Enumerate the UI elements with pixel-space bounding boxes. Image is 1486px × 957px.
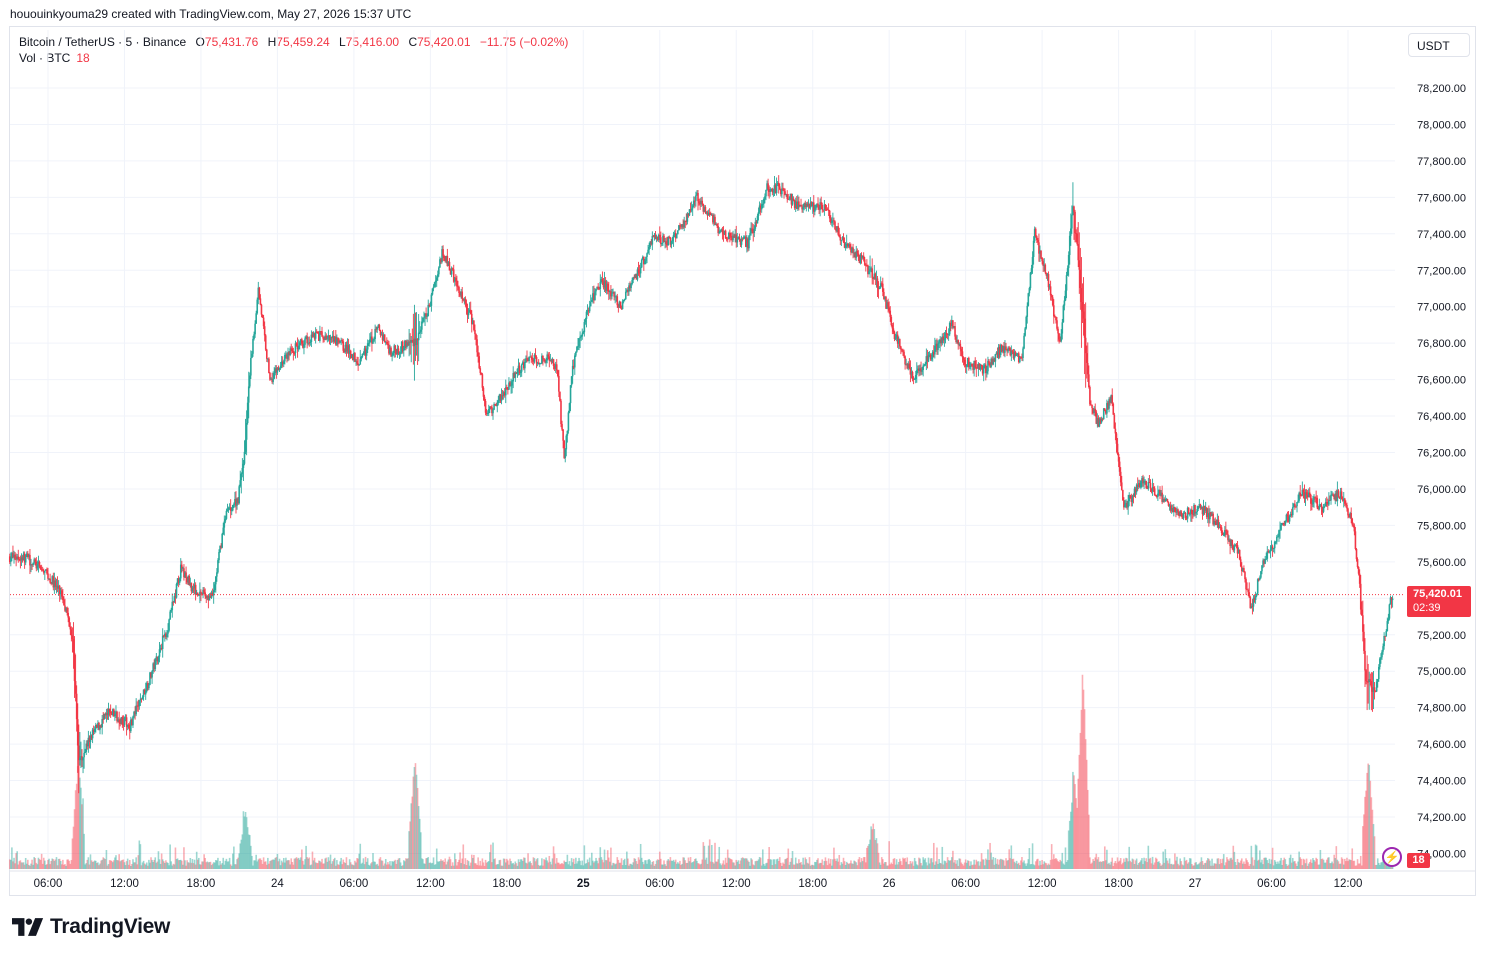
volume-label[interactable]: Vol · BTC — [19, 51, 71, 65]
open-value: 75,431.76 — [204, 35, 259, 49]
symbol-legend: Bitcoin / TetherUS · 5 · Binance O75,431… — [19, 34, 568, 50]
brand-name: TradingView — [50, 915, 171, 938]
bar-countdown: 02:39 — [1413, 602, 1441, 614]
brand-logo[interactable]: TradingView — [12, 915, 170, 939]
high-value: 75,459.24 — [276, 35, 330, 49]
open-label: O — [195, 35, 205, 49]
currency-button[interactable]: USDT — [1408, 33, 1470, 57]
volume-value: 18 — [76, 51, 90, 65]
high-label: H — [267, 35, 277, 49]
symbol-name[interactable]: Bitcoin / TetherUS · 5 · Binance — [19, 35, 187, 49]
chart-credit-line: hououinkyouma29 created with TradingView… — [10, 7, 412, 21]
tradingview-logo-icon — [12, 918, 44, 936]
low-label: L — [339, 35, 346, 49]
last-price-badge: 75,420.01 02:39 — [1407, 586, 1471, 617]
volume-legend: Vol · BTC 18 — [19, 51, 90, 65]
low-value: 75,416.00 — [345, 35, 400, 49]
lightning-icon[interactable]: ⚡ — [1382, 847, 1402, 867]
close-label: C — [408, 35, 418, 49]
last-price-value: 75,420.01 — [1413, 588, 1462, 600]
volume-badge: 18 — [1407, 853, 1430, 868]
chart-frame — [9, 26, 1476, 896]
change-value: −11.75 (−0.02%) — [479, 35, 569, 49]
close-value: 75,420.01 — [417, 35, 471, 49]
